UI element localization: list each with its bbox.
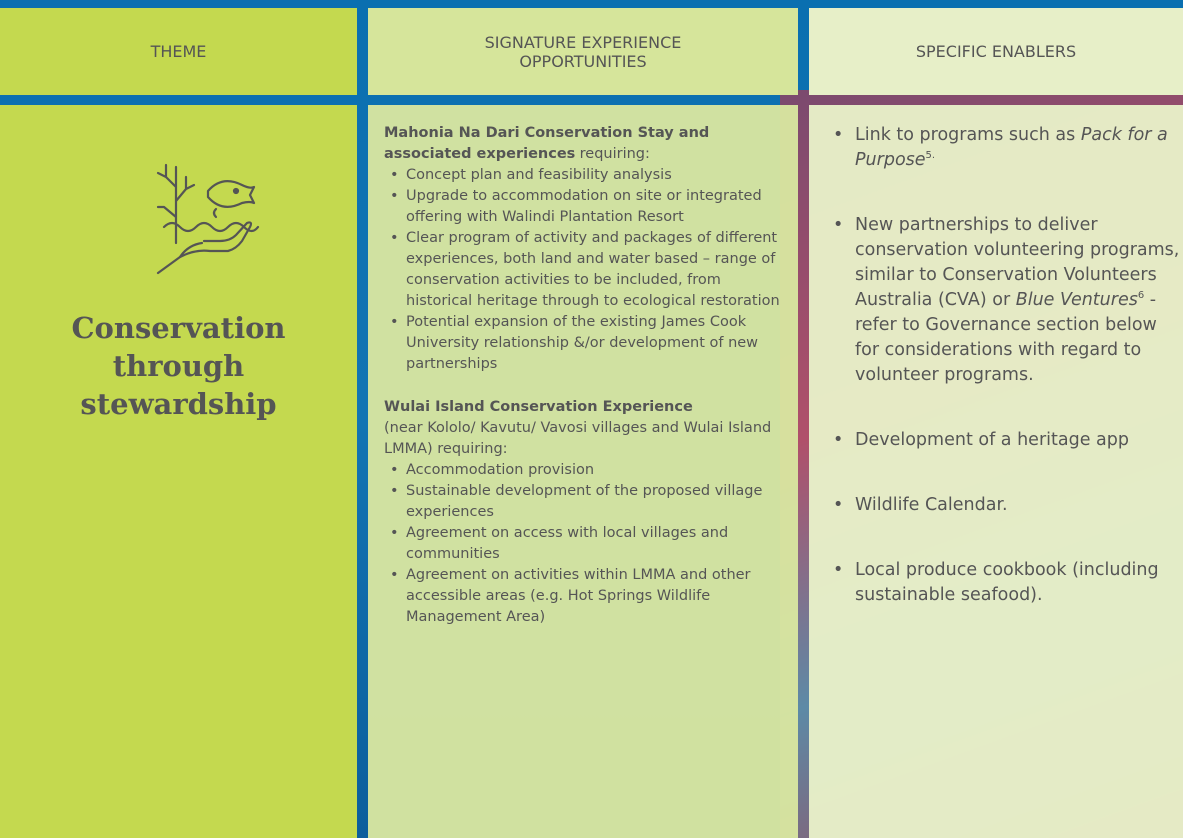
bullet-text: Accommodation provision [406, 462, 595, 478]
section-heading: Mahonia Na Dari Conservation Stay and as… [384, 125, 710, 162]
bullet-text: Sustainable development of the proposed … [406, 483, 763, 520]
section-intro-text: requiring: [579, 146, 650, 162]
bullet-text: Concept plan and feasibility analysis [406, 167, 672, 183]
theme-cell: Conservation through stewardship [0, 105, 357, 838]
bullet-item: Concept plan and feasibility analysis [384, 165, 782, 186]
bullet-list: Concept plan and feasibility analysis Upg… [384, 165, 782, 375]
bullet-item: Agreement on activities within LMMA and … [384, 565, 782, 628]
enabler-item: Wildlife Calendar. [829, 493, 1183, 518]
enabler-text: Blue Ventures [1015, 290, 1138, 310]
enabler-item: New partnerships to deliver conservation… [829, 213, 1183, 388]
header-cell: SPECIFIC ENABLERS [809, 8, 1183, 95]
signature-section: Mahonia Na Dari Conservation Stay and as… [384, 123, 782, 375]
section-heading: Wulai Island Conservation Experience [384, 399, 693, 415]
bullet-text: Clear program of activity and packages o… [406, 230, 780, 309]
header-text: THEME [150, 42, 207, 61]
bullet-item: Upgrade to accommodation on site or inte… [384, 186, 782, 228]
enabler-text: Pack for a Purpose [855, 125, 1168, 170]
enabler-text: Link to programs such as [855, 125, 1081, 145]
section-intro: Mahonia Na Dari Conservation Stay and as… [384, 123, 782, 165]
header-cell: THEME [0, 8, 357, 95]
section-intro-text: (near Kololo/ Kavutu/ Vavosi villages an… [384, 420, 772, 457]
enablers-cell: Link to programs such as Pack for a Purp… [809, 105, 1183, 838]
enablers-list: Link to programs such as Pack for a Purp… [829, 123, 1183, 608]
bullet-text: Agreement on activities within LMMA and … [406, 567, 751, 625]
enabler-text: New partnerships to deliver conservation… [855, 215, 1180, 310]
bullet-text: Upgrade to accommodation on site or inte… [406, 188, 762, 225]
section-intro: Wulai Island Conservation Experience (nea… [384, 397, 782, 460]
enabler-item: Local produce cookbook (including sustai… [829, 558, 1183, 608]
header-text: SIGNATURE EXPERIENCE OPPORTUNITIES [484, 32, 682, 71]
header-text: SPECIFIC ENABLERS [915, 42, 1077, 61]
enabler-text: 6 [1137, 290, 1145, 302]
bullet-item: Clear program of activity and packages o… [384, 228, 782, 312]
bullet-item: Sustainable development of the proposed … [384, 481, 782, 523]
bullet-text: Agreement on access with local villages … [406, 525, 729, 562]
enabler-text: Development of a heritage app [855, 430, 1129, 450]
enabler-text: Wildlife Calendar. [855, 495, 1008, 515]
enabler-text: Local produce cookbook (including sustai… [855, 560, 1159, 605]
conservation-icon [156, 163, 260, 275]
enabler-text: 5. [925, 150, 936, 162]
bullet-text: Potential expansion of the existing Jame… [406, 314, 759, 372]
header-cell: SIGNATURE EXPERIENCE OPPORTUNITIES [368, 8, 798, 95]
enabler-text: - refer to Governance section below for … [855, 290, 1157, 385]
bullet-item: Accommodation provision [384, 460, 782, 481]
enabler-item: Development of a heritage app [829, 428, 1183, 453]
bullet-list: Accommodation provision Sustainable devel… [384, 460, 782, 628]
bullet-item: Agreement on access with local villages … [384, 523, 782, 565]
signature-section: Wulai Island Conservation Experience (nea… [384, 397, 782, 628]
signature-cell: Mahonia Na Dari Conservation Stay and as… [368, 105, 798, 838]
theme-title: Conservation through stewardship [71, 311, 286, 421]
enabler-item: Link to programs such as Pack for a Purp… [829, 123, 1183, 173]
bullet-item: Potential expansion of the existing Jame… [384, 312, 782, 375]
